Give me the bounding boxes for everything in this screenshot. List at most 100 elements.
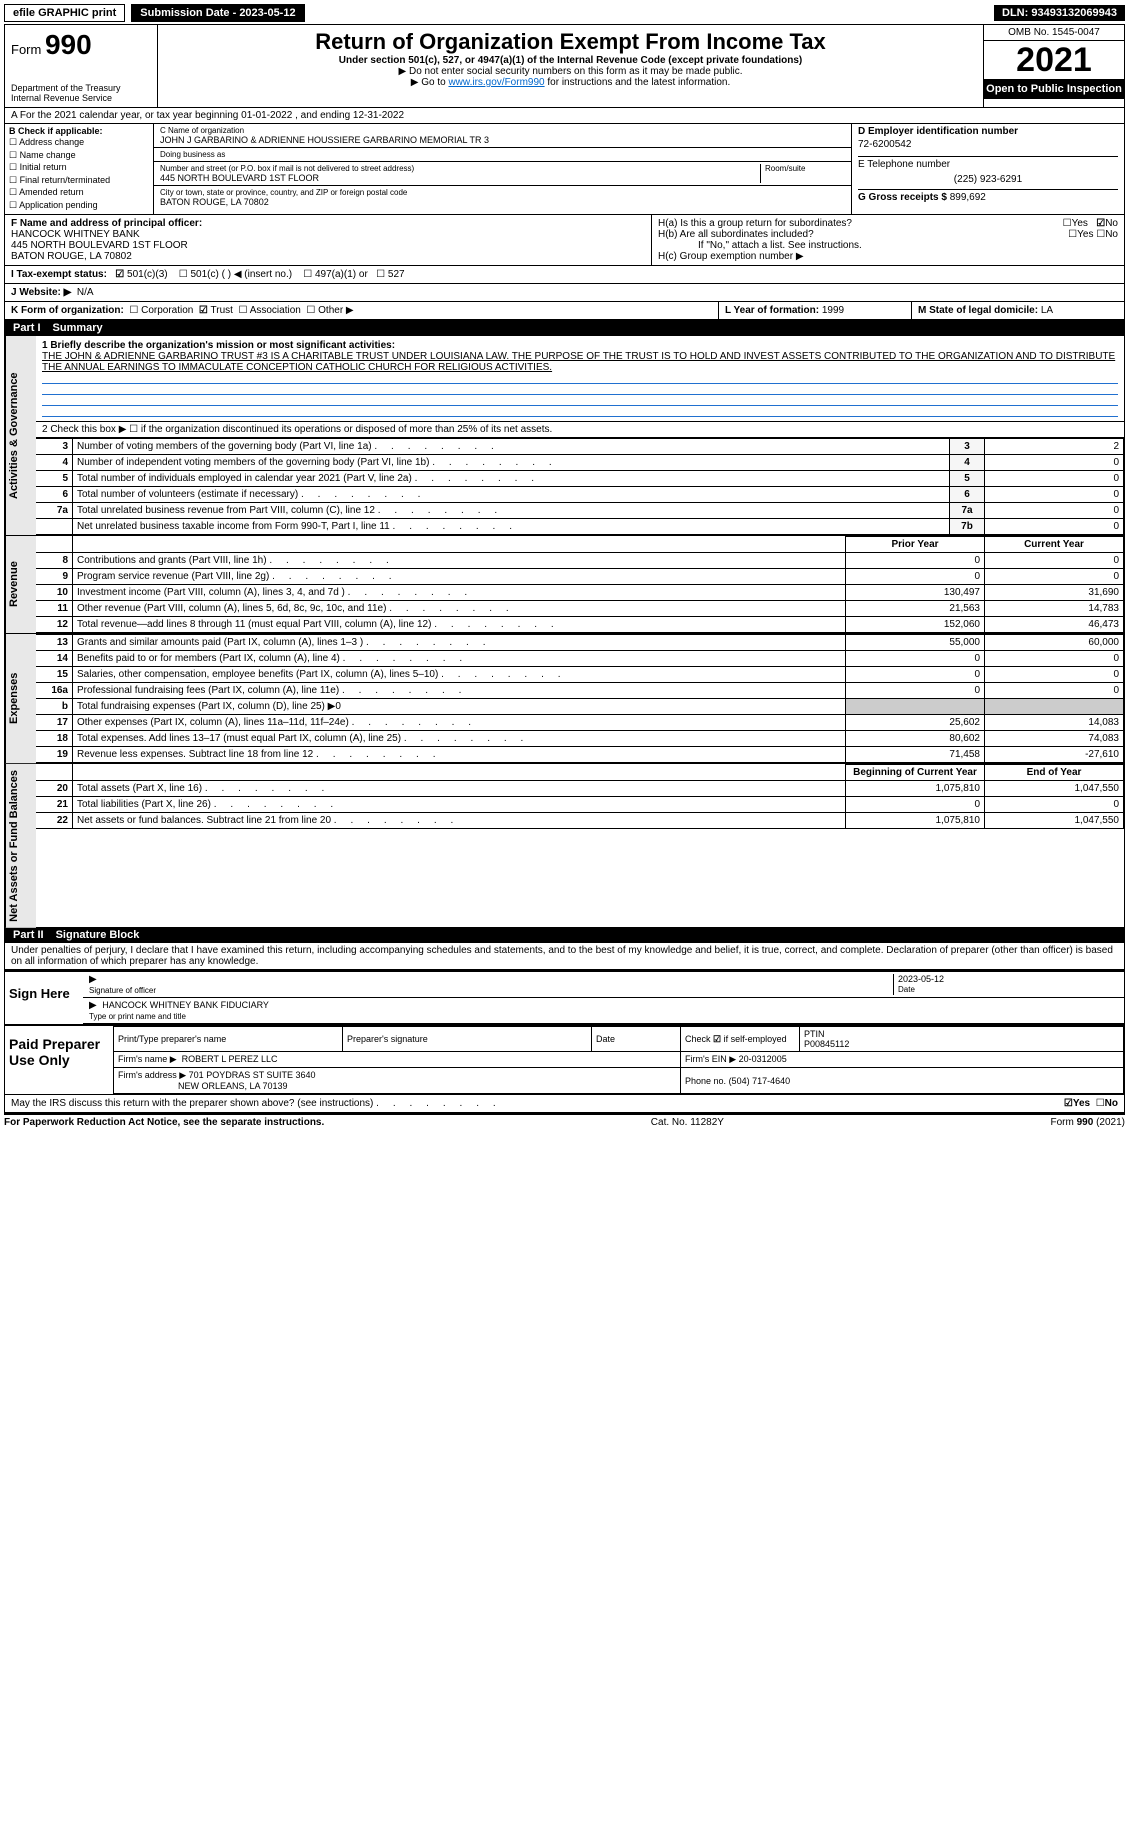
prep-sig-hdr: Preparer's signature [343,1027,592,1052]
ein-value: 72-6200542 [858,139,1118,150]
revenue-table: Prior YearCurrent Year8Contributions and… [36,536,1124,633]
discuss-no-cb[interactable]: ☐ [1096,1098,1105,1109]
cb-other[interactable]: ☐ [306,305,315,316]
sig-officer-label: Signature of officer [89,986,156,995]
footer-left: For Paperwork Reduction Act Notice, see … [4,1117,324,1128]
cb-trust[interactable]: ☑ [199,305,208,316]
cb-address-change[interactable]: ☐ Address change [9,136,149,149]
cb-501c3[interactable]: ☑ [115,269,124,280]
firm-name: ROBERT L PEREZ LLC [182,1054,278,1064]
firm-ein: 20-0312005 [739,1054,787,1064]
tax-year: 2021 [984,41,1124,79]
open-public-badge: Open to Public Inspection [984,79,1124,99]
footer-right: Form 990 (2021) [1051,1117,1125,1128]
opt-501c3: 501(c)(3) [127,269,168,280]
hc-label: H(c) Group exemption number ▶ [658,251,1118,262]
cb-name-change[interactable]: ☐ Name change [9,149,149,162]
firm-addr-cell: Firm's address ▶ 701 POYDRAS ST SUITE 36… [114,1068,681,1094]
org-name-label: C Name of organization [160,126,845,135]
cb-527[interactable]: ☐ [376,269,385,280]
mission-text: THE JOHN & ADRIENNE GARBARINO TRUST #3 I… [42,351,1115,373]
subtitle-1: Under section 501(c), 527, or 4947(a)(1)… [164,55,977,66]
cb-application-pending[interactable]: ☐ Application pending [9,199,149,212]
hb-note: If "No," attach a list. See instructions… [658,240,1118,251]
row-i-status: I Tax-exempt status: ☑ 501(c)(3) ☐ 501(c… [5,266,1124,284]
tel-label: E Telephone number [858,159,1118,170]
col-c-org: C Name of organization JOHN J GARBARINO … [154,124,852,214]
ein-label: D Employer identification number [858,126,1018,137]
discuss-yes: Yes [1073,1098,1090,1109]
ha-no[interactable]: No [1105,218,1118,229]
tab-netassets: Net Assets or Fund Balances [5,764,36,928]
row-j-website: J Website: ▶ N/A [5,284,1124,302]
ha-yes[interactable]: Yes [1072,218,1088,229]
top-bar: efile GRAPHIC print Submission Date - 20… [4,4,1125,22]
sig-date-label: Date [898,985,915,994]
officer-addr1: 445 NORTH BOULEVARD 1ST FLOOR [11,240,188,251]
sig-officer-field[interactable]: Signature of officer [89,974,893,995]
row-klm: K Form of organization: ☐ Corporation ☑ … [5,302,1124,320]
section-netassets: Net Assets or Fund Balances Beginning of… [5,763,1124,928]
cb-amended-return[interactable]: ☐ Amended return [9,186,149,199]
form-prefix: Form [11,42,41,57]
prep-name-hdr: Print/Type preparer's name [114,1027,343,1052]
row-bcd: B Check if applicable: ☐ Address change … [5,124,1124,215]
tab-governance: Activities & Governance [5,336,36,535]
firm-tel: (504) 717-4640 [729,1076,791,1086]
netassets-table: Beginning of Current YearEnd of Year20To… [36,764,1124,829]
tab-revenue: Revenue [5,536,36,633]
prep-selfemp: Check ☑ if self-employed [681,1027,800,1052]
firm-tel-cell: Phone no. (504) 717-4640 [681,1068,1124,1094]
page-footer: For Paperwork Reduction Act Notice, see … [4,1115,1125,1130]
section-governance: Activities & Governance 1 Briefly descri… [5,336,1124,535]
cb-final-return[interactable]: ☐ Final return/terminated [9,174,149,187]
header-mid: Return of Organization Exempt From Incom… [158,25,983,107]
addr-label: Number and street (or P.O. box if mail i… [160,164,760,173]
form-header: Form 990 Department of the Treasury Inte… [5,25,1124,108]
discuss-question: May the IRS discuss this return with the… [11,1098,373,1109]
website-label: J Website: ▶ [11,287,71,298]
form-title: Return of Organization Exempt From Incom… [164,29,977,55]
form-number: 990 [45,29,92,60]
dba-label: Doing business as [160,150,845,159]
sign-block: Sign Here Signature of officer 2023-05-1… [5,970,1124,1024]
submission-date-button[interactable]: Submission Date - 2023-05-12 [131,4,304,22]
row-a-period: A For the 2021 calendar year, or tax yea… [5,108,1124,124]
org-name: JOHN J GARBARINO & ADRIENNE HOUSSIERE GA… [160,135,845,145]
row-fh: F Name and address of principal officer:… [5,215,1124,266]
sig-date: 2023-05-12 [898,974,944,984]
subtitle-3: ▶ Go to www.irs.gov/Form990 for instruct… [164,77,977,88]
officer-addr2: BATON ROUGE, LA 70802 [11,251,132,262]
expenses-table: 13Grants and similar amounts paid (Part … [36,634,1124,763]
subtitle-2: ▶ Do not enter social security numbers o… [164,66,977,77]
sig-name: HANCOCK WHITNEY BANK FIDUCIARY [102,1000,269,1010]
col-b-checkboxes: B Check if applicable: ☐ Address change … [5,124,154,214]
domicile: LA [1041,305,1053,316]
col-b-header: B Check if applicable: [9,126,103,136]
instructions-link[interactable]: www.irs.gov/Form990 [448,77,544,88]
dln-label: DLN: 93493132069943 [994,5,1125,21]
ha-label: H(a) Is this a group return for subordin… [658,218,852,229]
cb-initial-return[interactable]: ☐ Initial return [9,161,149,174]
cb-501c[interactable]: ☐ [179,269,188,280]
city-label: City or town, state or province, country… [160,188,845,197]
sig-name-label: Type or print name and title [89,1012,186,1021]
cb-assoc[interactable]: ☐ [238,305,247,316]
cb-corp[interactable]: ☐ [129,305,138,316]
website-value: N/A [77,287,94,298]
gross-value: 899,692 [950,192,986,203]
discuss-yes-cb[interactable]: ☑ [1064,1098,1073,1109]
omb-label: OMB No. 1545-0047 [984,25,1124,41]
col-h-group: H(a) Is this a group return for subordin… [652,215,1124,265]
part1-no: Part I [13,322,41,334]
year-formed: 1999 [822,305,844,316]
cb-4947[interactable]: ☐ [303,269,312,280]
opt-assoc: Association [250,305,301,316]
status-label: I Tax-exempt status: [11,269,107,280]
part1-title: Summary [53,322,103,334]
hb-no[interactable]: No [1105,229,1118,240]
hb-yes[interactable]: Yes [1077,229,1093,240]
tel-value: (225) 923-6291 [858,174,1118,185]
officer-name: HANCOCK WHITNEY BANK [11,229,140,240]
discuss-row: May the IRS discuss this return with the… [5,1095,1124,1114]
